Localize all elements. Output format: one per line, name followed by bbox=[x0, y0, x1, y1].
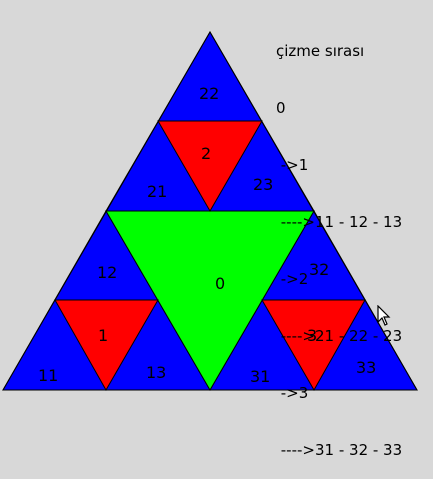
drawing-order-legend: çizme sırası 0 ->1 ---->11 - 12 - 13 ->2… bbox=[276, 4, 402, 479]
legend-line-2: ---->11 - 12 - 13 bbox=[276, 213, 403, 231]
mouse-pointer-icon bbox=[377, 305, 391, 326]
label-23: 23 bbox=[253, 175, 273, 194]
label-1: 1 bbox=[98, 326, 108, 345]
label-13: 13 bbox=[146, 363, 166, 382]
legend-title: çizme sırası bbox=[276, 42, 365, 60]
legend-line-5: ->3 bbox=[276, 384, 309, 402]
legend-line-4: ---->21 - 22 - 23 bbox=[276, 327, 403, 345]
label-3: 3 bbox=[307, 326, 317, 345]
label-33: 33 bbox=[356, 358, 376, 377]
sierpinski-diagram: 22 2 21 23 12 0 32 1 3 11 13 31 33 bbox=[2, 31, 418, 392]
legend-line-0: 0 bbox=[276, 99, 286, 117]
label-21: 21 bbox=[147, 182, 167, 201]
label-2: 2 bbox=[201, 144, 211, 163]
label-0: 0 bbox=[215, 274, 225, 293]
legend-line-6: ---->31 - 32 - 33 bbox=[276, 441, 403, 459]
triangle-2 bbox=[157, 120, 263, 212]
legend-line-1: ->1 bbox=[276, 156, 309, 174]
legend-line-3: ->2 bbox=[276, 270, 309, 288]
triangle-1 bbox=[54, 299, 159, 392]
label-31: 31 bbox=[250, 367, 270, 386]
label-11: 11 bbox=[38, 366, 58, 385]
label-32: 32 bbox=[309, 260, 329, 279]
label-12: 12 bbox=[97, 263, 117, 282]
triangle-3 bbox=[261, 299, 366, 392]
label-22: 22 bbox=[199, 84, 219, 103]
